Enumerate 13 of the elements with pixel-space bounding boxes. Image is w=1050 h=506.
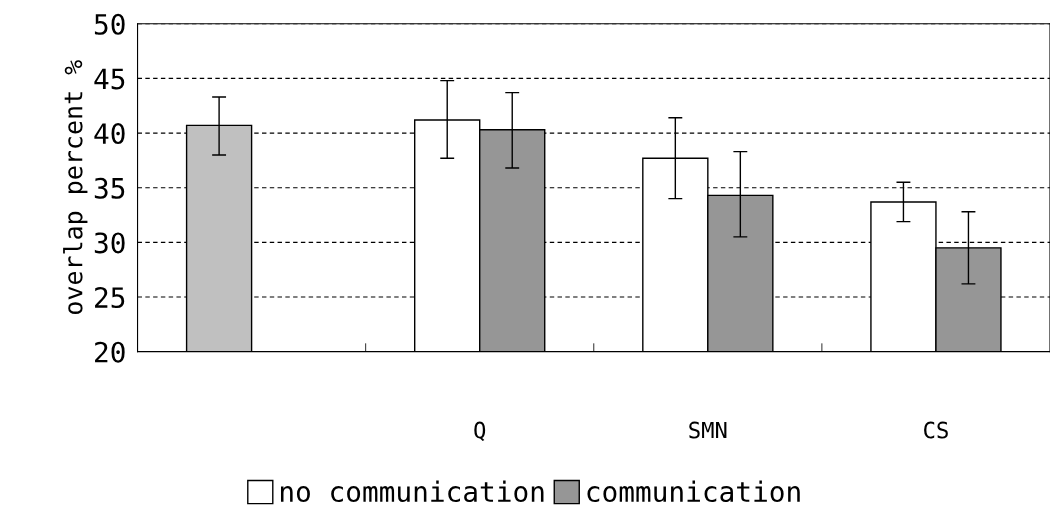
y-axis-title: overlap percent % [63,60,88,314]
y-tick-label: 35 [94,177,125,199]
x-tick-label: Q [474,421,486,442]
legend-label: communication [587,480,800,503]
x-tick-label: SMN [689,421,727,439]
y-tick-label: 45 [94,68,125,90]
legend-label: no communication [280,480,544,503]
y-tick-label: 40 [94,123,125,145]
y-tick-label: 20 [95,341,125,363]
x-tick-label: CS [924,421,948,439]
y-tick-label: 30 [94,232,125,254]
y-tick-label: 50 [94,13,125,35]
y-tick-label: 25 [95,287,125,309]
